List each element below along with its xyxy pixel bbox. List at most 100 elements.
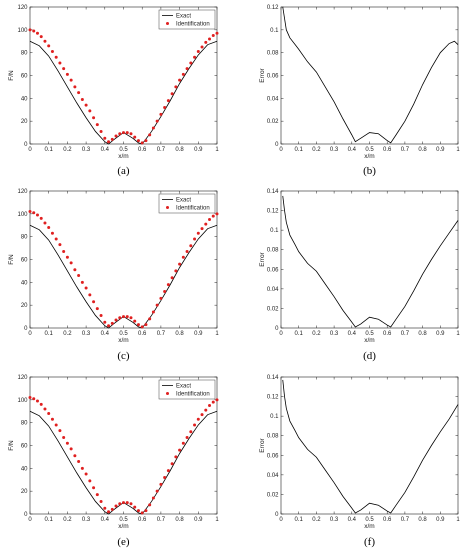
y-tick-label: 0 — [275, 512, 279, 518]
y-tick-label: 0.14 — [267, 189, 279, 195]
y-tick-label: 0.06 — [267, 267, 279, 273]
y-tick-label: 0.1 — [270, 228, 279, 234]
data-point — [215, 398, 219, 402]
legend-box — [158, 193, 216, 214]
data-point — [178, 78, 182, 82]
data-point — [73, 268, 77, 272]
data-point — [92, 486, 96, 490]
legend-label: Exact — [176, 14, 191, 20]
y-axis-label: Error — [259, 67, 266, 82]
data-point — [47, 412, 51, 416]
data-point — [122, 315, 125, 319]
legend-label: Identification — [176, 206, 210, 212]
y-tick-label: 0.04 — [267, 287, 279, 293]
y-tick-label: 0.02 — [267, 306, 279, 312]
y-axis-label: F/N — [8, 440, 15, 451]
x-tick-label: 0.3 — [82, 517, 91, 523]
data-point — [35, 213, 39, 217]
data-point — [133, 319, 137, 323]
y-tick-label: 0.1 — [270, 28, 279, 34]
data-point — [129, 132, 133, 136]
data-point — [211, 214, 215, 218]
data-point — [211, 34, 215, 38]
x-tick-label: 0 — [28, 147, 32, 153]
y-tick-label: 0 — [24, 142, 28, 148]
panel-caption: (d) — [363, 350, 376, 362]
data-point — [200, 227, 204, 231]
x-tick-label: 0.5 — [365, 517, 374, 523]
y-tick-label: 80 — [21, 51, 28, 57]
data-point — [107, 510, 111, 514]
data-point — [196, 231, 200, 235]
x-tick-label: 0.8 — [418, 331, 427, 337]
x-axis-label: x/m — [364, 337, 374, 344]
data-point — [129, 502, 133, 506]
data-point — [178, 448, 182, 452]
y-tick-label: 0 — [275, 326, 279, 332]
y-tick-label: 60 — [21, 258, 28, 264]
y-tick-label: 80 — [21, 235, 28, 241]
data-point — [204, 40, 208, 44]
y-tick-label: 100 — [17, 212, 28, 218]
x-tick-label: 0.3 — [330, 331, 339, 337]
data-point — [99, 313, 103, 317]
panel-caption: (c) — [117, 350, 130, 362]
x-tick-label: 0.2 — [63, 147, 72, 153]
x-tick-label: 0.3 — [330, 147, 339, 153]
data-point — [43, 407, 47, 411]
data-point — [144, 139, 148, 143]
data-point — [148, 133, 152, 137]
x-tick-label: 0 — [279, 517, 283, 523]
x-tick-label: 0.5 — [119, 331, 128, 337]
x-tick-label: 0.7 — [401, 517, 410, 523]
y-tick-label: 0.12 — [267, 209, 279, 215]
plot-area — [280, 376, 459, 515]
x-tick-label: 0.4 — [348, 517, 357, 523]
data-point — [110, 321, 114, 325]
x-tick-label: 0.3 — [82, 147, 91, 153]
data-point — [174, 85, 178, 89]
data-point — [54, 237, 58, 241]
data-point — [189, 430, 193, 434]
y-tick-label: 0.14 — [267, 375, 279, 381]
x-tick-label: 1 — [215, 331, 219, 337]
data-point — [163, 289, 167, 293]
legend-marker-swatch — [166, 22, 169, 25]
data-point — [77, 459, 81, 463]
data-point — [103, 320, 107, 324]
data-point — [65, 441, 69, 445]
data-point — [43, 39, 47, 43]
data-point — [151, 310, 155, 314]
data-point — [114, 318, 118, 322]
data-point — [69, 261, 73, 265]
data-point — [62, 67, 66, 71]
x-tick-label: 0.7 — [157, 147, 166, 153]
x-tick-label: 0.1 — [295, 147, 304, 153]
data-point — [174, 455, 178, 459]
data-point — [80, 280, 84, 284]
y-tick-label: 100 — [17, 398, 28, 404]
x-tick-label: 0.4 — [101, 517, 110, 523]
data-point — [155, 303, 159, 307]
x-tick-label: 0.9 — [194, 147, 203, 153]
x-tick-label: 0.1 — [45, 147, 54, 153]
data-point — [99, 499, 103, 503]
x-tick-label: 0.9 — [436, 517, 445, 523]
series-line — [282, 195, 459, 328]
chart-panel: 0 0.1 0.2 0.3 0.4 0.5 0.6 0.7 0.8 0.9 1 0 0.02 0.04 0.… — [259, 5, 460, 177]
data-point — [125, 315, 129, 319]
data-point — [151, 496, 155, 500]
x-tick-label: 0.7 — [401, 331, 410, 337]
data-point — [107, 140, 111, 144]
data-point — [54, 55, 58, 59]
plot-area — [280, 6, 459, 145]
legend-label: Exact — [176, 198, 191, 204]
legend-marker-swatch — [166, 206, 169, 209]
x-tick-label: 0.2 — [312, 147, 321, 153]
y-tick-label: 40 — [21, 280, 28, 286]
data-point — [73, 85, 77, 89]
data-point — [69, 78, 73, 82]
x-tick-label: 0 — [28, 517, 32, 523]
x-tick-label: 0.6 — [138, 517, 147, 523]
data-point — [174, 269, 178, 273]
